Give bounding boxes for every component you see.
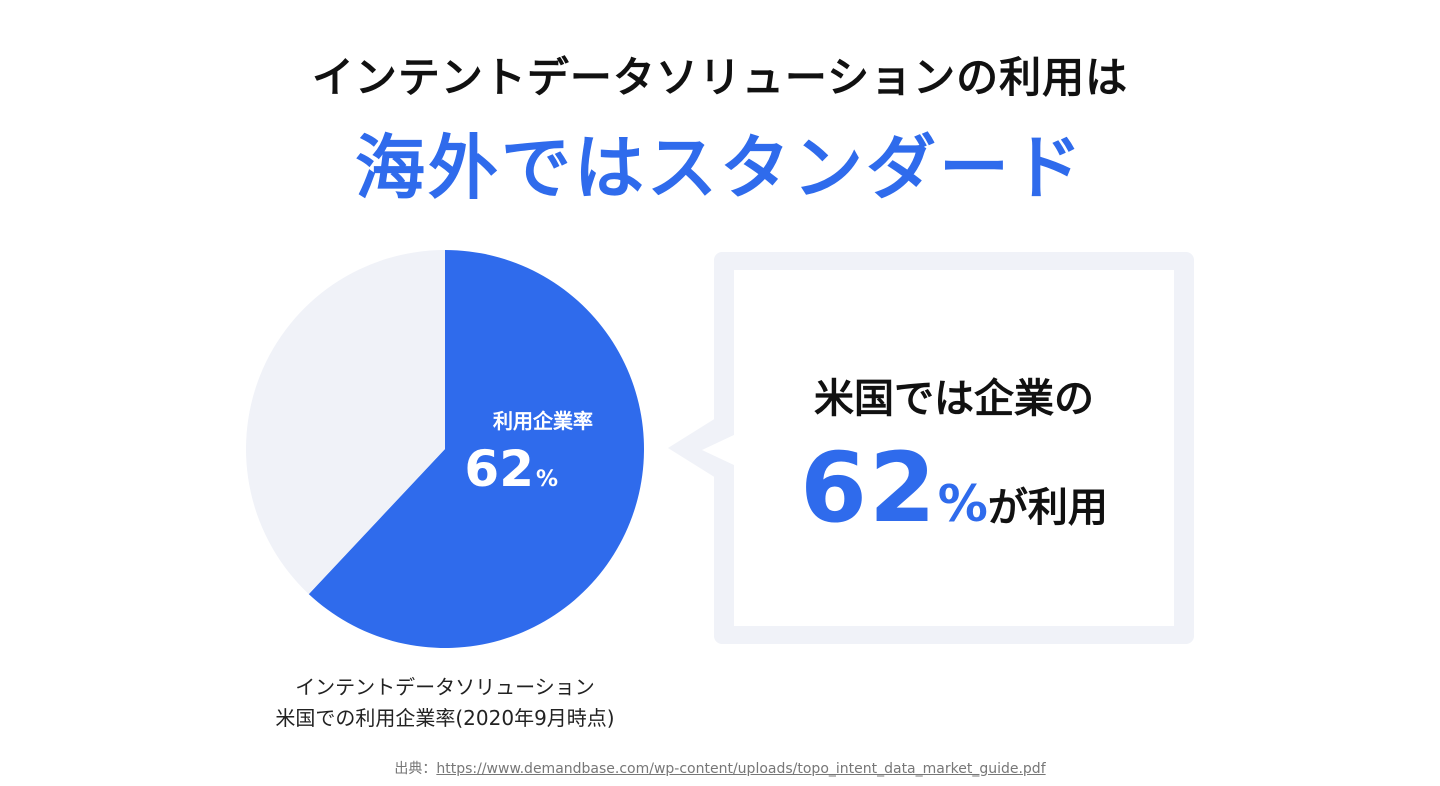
callout-tail-inner bbox=[702, 434, 736, 466]
pie-slice-usage bbox=[308, 250, 644, 648]
page-title: インテントデータソリューションの利用は bbox=[311, 53, 1129, 102]
callout-box-inner bbox=[734, 270, 1174, 626]
page-headline: 海外ではスタンダード bbox=[355, 127, 1085, 209]
callout-box bbox=[714, 252, 1194, 644]
source-prefix: 出典： bbox=[394, 761, 437, 777]
pie-slice-unit: % bbox=[536, 467, 558, 492]
pie-slice-label: 利用企業率 bbox=[493, 409, 593, 433]
chart-caption-line2: 米国での利用企業率(2020年9月時点) bbox=[275, 706, 615, 730]
callout-suffix: が利用 bbox=[987, 485, 1108, 531]
pie-slice-value: 62 bbox=[464, 440, 534, 498]
pie-slice-remainder bbox=[246, 250, 445, 595]
source-note: 出典：https://www.demandbase.com/wp-content… bbox=[0, 758, 1440, 778]
callout-number: 62 bbox=[800, 432, 938, 544]
chart-caption: インテントデータソリューション 米国での利用企業率(2020年9月時点) bbox=[220, 672, 670, 734]
chart-caption-line1: インテントデータソリューション bbox=[295, 675, 595, 699]
pie-chart: 利用企業率 62 % bbox=[246, 250, 644, 648]
callout-unit: % bbox=[937, 475, 988, 533]
callout-heading: 米国では企業の bbox=[814, 376, 1094, 422]
callout-stat: 62%が利用 bbox=[714, 432, 1194, 544]
source-link[interactable]: https://www.demandbase.com/wp-content/up… bbox=[436, 761, 1046, 777]
